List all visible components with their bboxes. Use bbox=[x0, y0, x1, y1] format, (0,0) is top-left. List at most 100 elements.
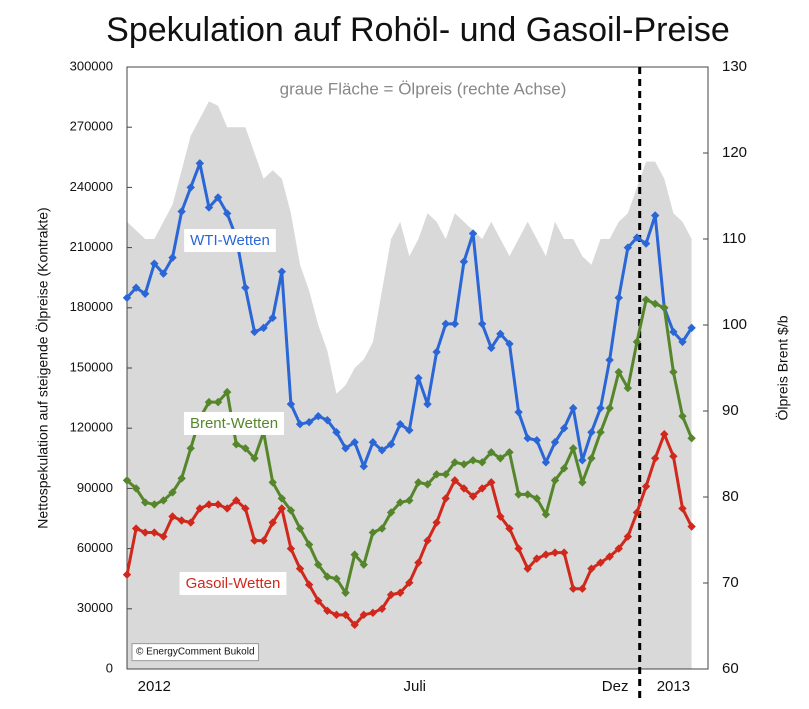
series-marker bbox=[687, 522, 696, 531]
series-marker bbox=[569, 403, 578, 413]
legend-box bbox=[184, 228, 276, 252]
series-marker bbox=[678, 337, 687, 347]
legend-label: WTI-Wetten bbox=[190, 232, 270, 249]
series-marker bbox=[341, 444, 350, 453]
series-marker bbox=[286, 506, 296, 515]
chart-title: Spekulation auf Rohöl- und Gasoil-Preise bbox=[106, 11, 730, 49]
y-tick-label: 150000 bbox=[70, 359, 113, 374]
series-marker bbox=[569, 444, 578, 453]
series-marker bbox=[487, 478, 496, 487]
series-marker bbox=[641, 295, 651, 304]
series-marker bbox=[377, 446, 387, 455]
y2-tick-label: 70 bbox=[722, 574, 739, 591]
series-marker bbox=[559, 464, 569, 473]
series-marker bbox=[459, 460, 469, 469]
series-marker bbox=[186, 444, 195, 453]
series-marker bbox=[277, 494, 287, 503]
series-marker bbox=[277, 267, 287, 276]
y2-tick-label: 60 bbox=[722, 660, 739, 677]
series-marker bbox=[614, 293, 623, 302]
source-box bbox=[131, 643, 260, 662]
series-marker bbox=[195, 504, 205, 513]
series-marker bbox=[268, 518, 277, 527]
series-marker bbox=[177, 516, 186, 525]
series-marker bbox=[350, 438, 359, 447]
y2-tick-label: 120 bbox=[722, 144, 747, 161]
series-marker bbox=[323, 572, 332, 581]
series-marker bbox=[159, 496, 168, 505]
series-marker bbox=[650, 211, 660, 220]
y2-tick-label: 130 bbox=[722, 58, 747, 75]
series-marker bbox=[332, 610, 341, 620]
series-marker bbox=[605, 355, 614, 365]
series-marker bbox=[204, 397, 214, 407]
series-marker bbox=[532, 436, 541, 445]
series-marker bbox=[477, 484, 487, 493]
series-marker bbox=[150, 528, 159, 537]
series-marker bbox=[141, 289, 150, 298]
series-marker bbox=[350, 620, 359, 630]
series-marker bbox=[459, 257, 469, 266]
series-marker bbox=[487, 343, 496, 353]
series-marker bbox=[496, 512, 505, 521]
series-marker bbox=[414, 558, 423, 567]
series-marker bbox=[496, 454, 505, 463]
series-marker bbox=[359, 560, 368, 569]
series-marker bbox=[405, 426, 414, 435]
series-marker bbox=[232, 440, 241, 449]
series-marker bbox=[578, 456, 587, 465]
series-marker bbox=[468, 229, 478, 238]
series-marker bbox=[641, 239, 651, 248]
series-marker bbox=[131, 283, 141, 292]
series-marker bbox=[468, 492, 478, 501]
y-tick-label: 300000 bbox=[70, 58, 113, 73]
series-marker bbox=[332, 428, 341, 437]
series-marker bbox=[250, 454, 259, 463]
series-marker bbox=[569, 584, 578, 593]
series-marker bbox=[532, 494, 541, 503]
series-marker bbox=[395, 588, 405, 597]
series-marker bbox=[623, 383, 633, 393]
series-marker bbox=[669, 327, 678, 337]
series-marker bbox=[450, 458, 460, 467]
legend-box bbox=[183, 411, 285, 435]
series-marker bbox=[241, 283, 250, 292]
series-marker bbox=[587, 428, 596, 437]
x-tick-label: Dez bbox=[602, 678, 629, 695]
series-marker bbox=[168, 488, 177, 497]
series-marker bbox=[131, 524, 141, 533]
series-marker bbox=[368, 438, 378, 447]
y-tick-label: 210000 bbox=[70, 239, 113, 254]
series-marker bbox=[304, 417, 314, 427]
series-marker bbox=[150, 500, 159, 509]
series-marker bbox=[286, 544, 296, 553]
x-tick-label: 2012 bbox=[138, 678, 171, 695]
series-marker bbox=[414, 478, 423, 487]
y2-tick-label: 90 bbox=[722, 402, 739, 419]
series-marker bbox=[632, 233, 642, 242]
series-marker bbox=[168, 253, 177, 262]
series-marker bbox=[632, 508, 642, 517]
series-marker bbox=[250, 536, 259, 545]
series-marker bbox=[432, 518, 441, 527]
y-axis-label: Nettospekulation auf steigende Ölpreise … bbox=[34, 207, 51, 528]
series-marker bbox=[386, 590, 396, 599]
series-marker bbox=[550, 438, 560, 447]
series-marker bbox=[505, 448, 514, 457]
y-tick-label: 270000 bbox=[70, 119, 113, 134]
series-marker bbox=[222, 209, 232, 218]
series-marker bbox=[186, 183, 195, 192]
series-marker bbox=[669, 452, 678, 461]
series-marker bbox=[432, 347, 441, 357]
y2-axis-label: Ölpreis Brent $/b bbox=[774, 315, 791, 420]
series-marker bbox=[468, 456, 478, 465]
series-marker bbox=[660, 430, 669, 439]
series-marker bbox=[141, 528, 150, 537]
series-marker bbox=[131, 484, 141, 493]
y-tick-label: 90000 bbox=[77, 480, 113, 495]
series-marker bbox=[186, 518, 195, 527]
series-marker bbox=[159, 269, 168, 278]
series-marker bbox=[578, 478, 587, 487]
series-marker bbox=[487, 448, 496, 457]
